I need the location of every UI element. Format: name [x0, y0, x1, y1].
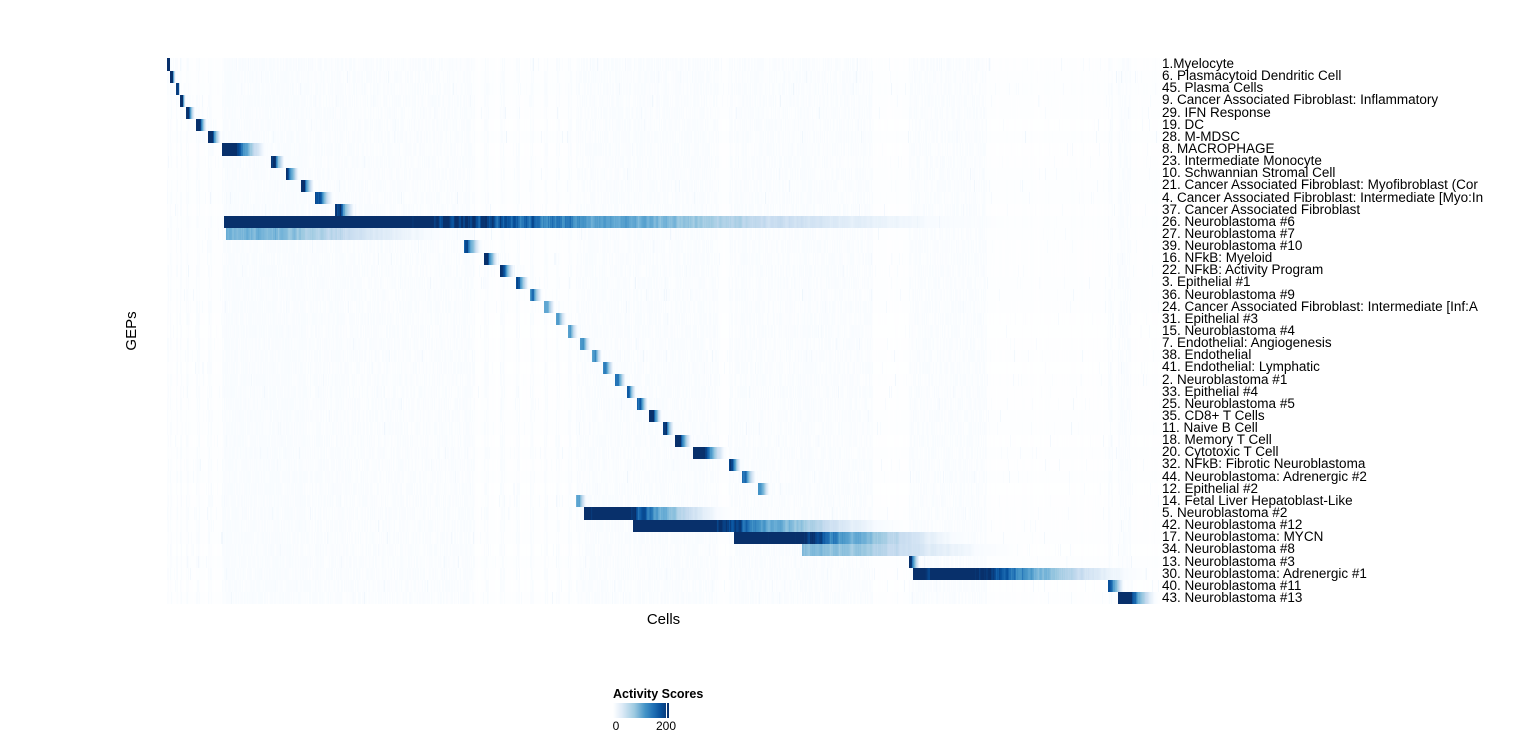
- row-label: 37. Cancer Associated Fibroblast: [1162, 201, 1361, 217]
- legend: Activity Scores 0 200: [613, 687, 853, 743]
- row-label: 42. Neuroblastoma #12: [1162, 517, 1303, 533]
- row-label: 2. Neuroblastoma #1: [1162, 371, 1288, 387]
- row-label-list: 1.Myelocyte 6. Plasmacytoid Dendritic Cel…: [1162, 58, 1540, 604]
- row-label: 26. Neuroblastoma #6: [1162, 213, 1295, 229]
- row-label: 35. CD8+ T Cells: [1162, 407, 1265, 423]
- row-label: 40. Neuroblastoma #11: [1162, 577, 1302, 593]
- row-label: 5. Neuroblastoma #2: [1162, 505, 1288, 520]
- row-label: 31. Epithelial #3: [1162, 310, 1259, 326]
- y-axis-title: GEPs: [123, 311, 140, 351]
- row-label: 9. Cancer Associated Fibroblast: Inflamm…: [1162, 92, 1439, 108]
- row-label: 32. NFkB: Fibrotic Neuroblastoma: [1162, 456, 1366, 472]
- row-label: 25. Neuroblastoma #5: [1162, 395, 1295, 411]
- row-label: 39. Neuroblastoma #10: [1162, 238, 1303, 254]
- row-label: 18. Memory T Cell: [1162, 432, 1272, 448]
- row-label: 6. Plasmacytoid Dendritic Cell: [1162, 68, 1342, 84]
- row-label: 19. DC: [1162, 116, 1205, 132]
- legend-tick-mark: [666, 703, 667, 718]
- row-label: 3. Epithelial #1: [1162, 274, 1251, 290]
- row-label: 36. Neuroblastoma #9: [1162, 286, 1295, 302]
- row-label: 1.Myelocyte: [1162, 58, 1235, 72]
- x-axis-title: Cells: [646, 611, 681, 628]
- row-label: 10. Schwannian Stromal Cell: [1162, 165, 1336, 181]
- row-label: 22. NFkB: Activity Program: [1162, 262, 1324, 278]
- row-label: 29. IFN Response: [1162, 104, 1271, 120]
- row-label: 11. Naive B Cell: [1162, 420, 1258, 436]
- row-label: 21. Cancer Associated Fibroblast: Myofib…: [1162, 177, 1478, 193]
- row-label: 20. Cytotoxic T Cell: [1162, 444, 1279, 460]
- row-label: 12. Epithelial #2: [1162, 480, 1259, 496]
- row-label: 27. Neuroblastoma #7: [1162, 225, 1295, 241]
- row-label: 4. Cancer Associated Fibroblast: Interme…: [1162, 189, 1484, 205]
- row-label: 24. Cancer Associated Fibroblast: Interm…: [1162, 298, 1478, 314]
- row-label: 43. Neuroblastoma #13: [1162, 589, 1303, 604]
- legend-tick-label: 200: [655, 719, 677, 733]
- row-label: 28. M-MDSC: [1162, 128, 1241, 144]
- row-label: 13. Neuroblastoma #3: [1162, 553, 1295, 569]
- legend-title: Activity Scores: [613, 687, 704, 701]
- row-label: 8. MACROPHAGE: [1162, 141, 1275, 156]
- row-label: 7. Endothelial: Angiogenesis: [1162, 335, 1332, 351]
- row-label: 45. Plasma Cells: [1162, 80, 1264, 96]
- row-label: 30. Neuroblastoma: Adrenergic #1: [1162, 565, 1367, 581]
- row-label: 17. Neuroblastoma: MYCN: [1162, 529, 1324, 545]
- row-label: 16. NFkB: Myeloid: [1162, 250, 1273, 266]
- row-label: 44. Neuroblastoma: Adrenergic #2: [1162, 468, 1367, 484]
- row-label: 14. Fetal Liver Hepatoblast-Like: [1162, 492, 1353, 508]
- row-label: 33. Epithelial #4: [1162, 383, 1259, 399]
- heatmap-canvas: [167, 58, 1160, 604]
- row-label: 34. Neuroblastoma #8: [1162, 541, 1295, 557]
- heatmap-plot-area: [167, 58, 1160, 604]
- row-label: 15. Neuroblastoma #4: [1162, 323, 1295, 338]
- legend-tick-label: 0: [612, 719, 620, 733]
- row-label: 38. Endothelial: [1162, 347, 1252, 363]
- row-label: 23. Intermediate Monocyte: [1162, 153, 1322, 169]
- row-label: 41. Endothelial: Lymphatic: [1162, 359, 1320, 375]
- legend-color-bar: [613, 703, 669, 718]
